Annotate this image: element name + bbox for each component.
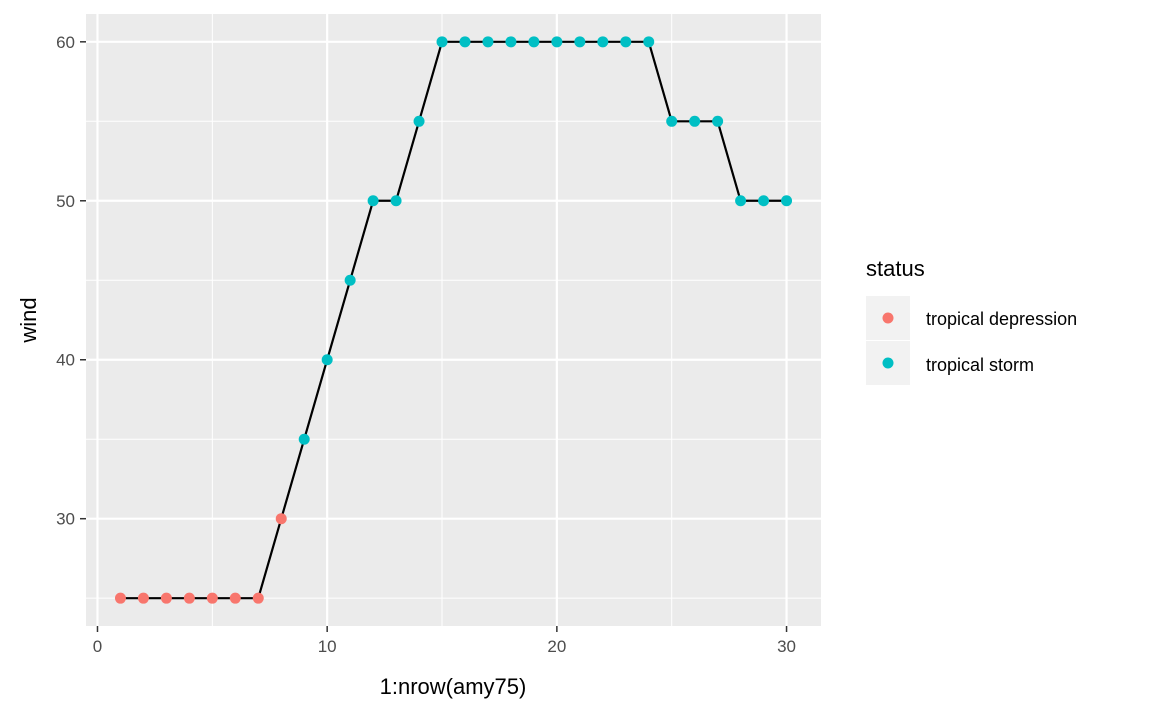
major-gridlines (86, 14, 821, 626)
data-point (321, 354, 333, 366)
data-points (114, 36, 793, 604)
data-point (390, 195, 402, 207)
data-point (781, 195, 793, 207)
data-point (597, 36, 609, 48)
data-point (252, 592, 264, 604)
data-point (620, 36, 632, 48)
data-point (229, 592, 241, 604)
data-point (505, 36, 517, 48)
x-axis: 0 10 20 30 (93, 626, 796, 656)
data-point (735, 195, 747, 207)
data-point (643, 36, 655, 48)
data-point (551, 36, 563, 48)
legend-label-tropical-storm: tropical storm (926, 355, 1034, 375)
data-point (482, 36, 494, 48)
data-point (344, 274, 356, 286)
y-axis: 30 40 50 60 (56, 33, 86, 529)
x-tick-label: 0 (93, 637, 102, 656)
data-point (459, 36, 471, 48)
data-point (689, 115, 701, 127)
data-point (367, 195, 379, 207)
data-point (183, 592, 195, 604)
data-point (114, 592, 126, 604)
data-point (528, 36, 540, 48)
data-point (275, 513, 287, 525)
plot-panel (86, 14, 821, 626)
x-tick-label: 20 (547, 637, 566, 656)
data-point (298, 433, 310, 445)
y-tick-label: 40 (56, 351, 75, 370)
legend-label-tropical-depression: tropical depression (926, 309, 1077, 329)
x-tick-label: 30 (777, 637, 796, 656)
legend-dot-tropical-depression (882, 312, 894, 324)
data-point (413, 115, 425, 127)
x-axis-title: 1:nrow(amy75) (380, 674, 527, 699)
data-point (758, 195, 770, 207)
legend-title: status (866, 256, 925, 281)
legend-dot-tropical-storm (882, 357, 894, 369)
legend: status tropical depression tropical stor… (866, 256, 1077, 385)
y-tick-label: 60 (56, 33, 75, 52)
x-tick-label: 10 (318, 637, 337, 656)
y-tick-label: 50 (56, 192, 75, 211)
data-point (160, 592, 172, 604)
y-axis-title: wind (16, 297, 41, 343)
data-point (436, 36, 448, 48)
y-tick-label: 30 (56, 510, 75, 529)
data-point (574, 36, 586, 48)
data-point (666, 115, 678, 127)
data-point (712, 115, 724, 127)
data-point (137, 592, 149, 604)
data-point (206, 592, 218, 604)
